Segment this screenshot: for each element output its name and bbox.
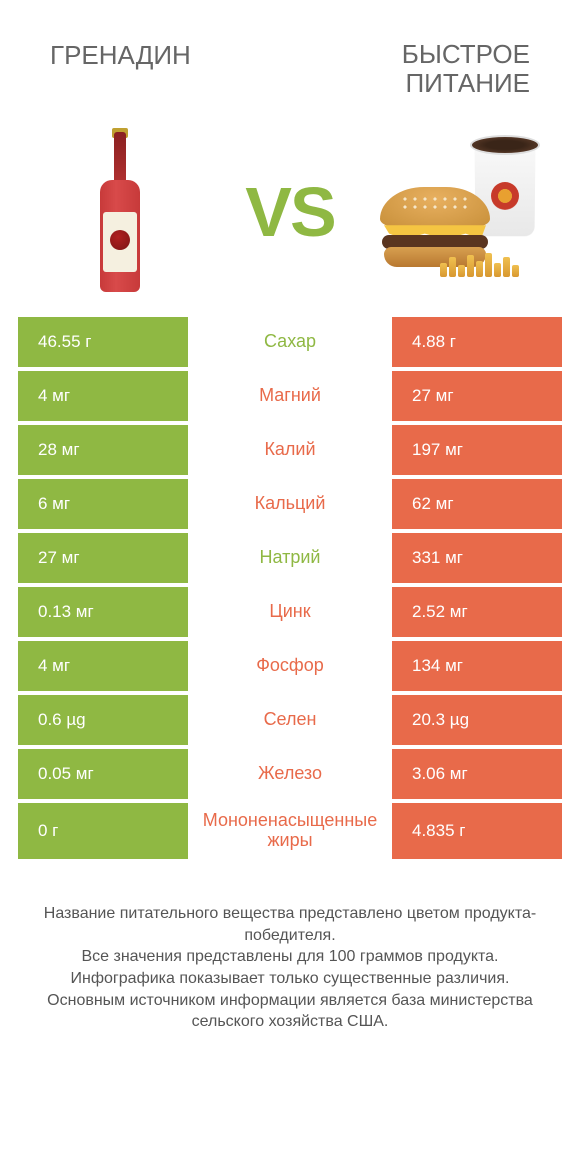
table-row: 4 мгФосфор134 мг [18, 641, 562, 691]
value-left: 6 мг [18, 479, 188, 529]
value-right: 20.3 µg [392, 695, 562, 745]
value-right: 27 мг [392, 371, 562, 421]
title-right-line1: БЫСТРОЕ [402, 39, 530, 69]
comparison-table: 46.55 гСахар4.88 г4 мгМагний27 мг28 мгКа… [0, 317, 580, 859]
nutrient-label: Селен [188, 695, 392, 745]
footer-line: Инфографика показывает только существенн… [20, 968, 560, 990]
title-left: ГРЕНАДИН [50, 40, 191, 71]
footer-line: Название питательного вещества представл… [20, 903, 560, 946]
value-right: 4.835 г [392, 803, 562, 859]
value-left: 27 мг [18, 533, 188, 583]
value-right: 4.88 г [392, 317, 562, 367]
value-right: 62 мг [392, 479, 562, 529]
fast-food-meal-icon [380, 147, 540, 277]
footer-line: Все значения представлены для 100 граммо… [20, 946, 560, 968]
table-row: 46.55 гСахар4.88 г [18, 317, 562, 367]
value-left: 0.6 µg [18, 695, 188, 745]
value-right: 197 мг [392, 425, 562, 475]
nutrient-label: Магний [188, 371, 392, 421]
table-row: 0 гМононенасыщенные жиры4.835 г [18, 803, 562, 859]
value-left: 0.13 мг [18, 587, 188, 637]
header: ГРЕНАДИН БЫСТРОЕ ПИТАНИЕ [0, 0, 580, 117]
value-right: 2.52 мг [392, 587, 562, 637]
value-left: 4 мг [18, 371, 188, 421]
table-row: 6 мгКальций62 мг [18, 479, 562, 529]
value-left: 0.05 мг [18, 749, 188, 799]
images-row: VS [0, 117, 580, 317]
title-right: БЫСТРОЕ ПИТАНИЕ [402, 40, 530, 97]
product-right-image [380, 127, 540, 297]
nutrient-label: Кальций [188, 479, 392, 529]
product-left-image [40, 127, 200, 297]
table-row: 0.05 мгЖелезо3.06 мг [18, 749, 562, 799]
footer-line: Основным источником информации является … [20, 990, 560, 1033]
value-right: 331 мг [392, 533, 562, 583]
vs-label: VS [245, 172, 334, 252]
nutrient-label: Мононенасыщенные жиры [188, 803, 392, 859]
value-left: 4 мг [18, 641, 188, 691]
value-left: 0 г [18, 803, 188, 859]
nutrient-label: Калий [188, 425, 392, 475]
title-right-line2: ПИТАНИЕ [405, 68, 530, 98]
value-right: 134 мг [392, 641, 562, 691]
table-row: 27 мгНатрий331 мг [18, 533, 562, 583]
nutrient-label: Железо [188, 749, 392, 799]
table-row: 4 мгМагний27 мг [18, 371, 562, 421]
value-left: 46.55 г [18, 317, 188, 367]
grenadine-bottle-icon [97, 132, 143, 292]
table-row: 0.13 мгЦинк2.52 мг [18, 587, 562, 637]
table-row: 28 мгКалий197 мг [18, 425, 562, 475]
value-left: 28 мг [18, 425, 188, 475]
nutrient-label: Фосфор [188, 641, 392, 691]
nutrient-label: Сахар [188, 317, 392, 367]
table-row: 0.6 µgСелен20.3 µg [18, 695, 562, 745]
nutrient-label: Натрий [188, 533, 392, 583]
footer-notes: Название питательного вещества представл… [0, 863, 580, 1053]
value-right: 3.06 мг [392, 749, 562, 799]
nutrient-label: Цинк [188, 587, 392, 637]
